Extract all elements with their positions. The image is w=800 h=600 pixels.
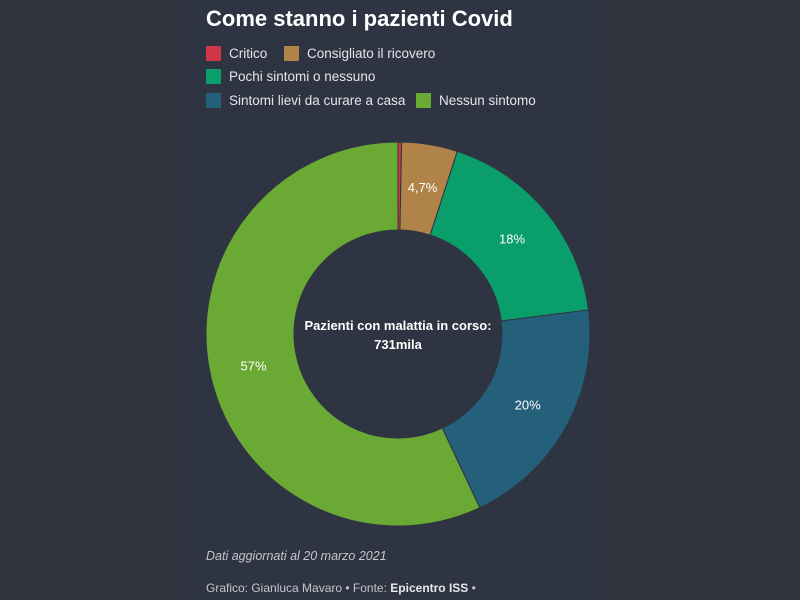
legend-item-nessun-sintomo: Nessun sintomo <box>416 93 536 108</box>
legend-label: Nessun sintomo <box>439 93 536 108</box>
update-note: Dati aggiornati al 20 marzo 2021 <box>206 549 387 563</box>
legend-item-sintomi-lievi: Sintomi lievi da curare a casa <box>206 93 405 108</box>
center-label-line2: 731mila <box>374 337 422 352</box>
center-label-line1: Pazienti con malattia in corso: <box>304 318 491 333</box>
legend-item-critico: Critico <box>206 46 267 61</box>
credit-line: Grafico: Gianluca Mavaro • Fonte: Epicen… <box>206 581 476 595</box>
legend-label: Consigliato il ricovero <box>307 46 436 61</box>
legend-swatch <box>206 69 221 84</box>
legend-swatch <box>416 93 431 108</box>
credit-prefix: Grafico: Gianluca Mavaro • Fonte: <box>206 581 387 595</box>
credit-source: Epicentro ISS <box>390 581 469 595</box>
legend-label: Sintomi lievi da curare a casa <box>229 93 406 108</box>
slice-nessun-sintomo <box>205 141 481 527</box>
slice-value-label: 20% <box>515 397 541 412</box>
chart-title: Come stanno i pazienti Covid <box>206 6 513 31</box>
slice-value-label: 4,7% <box>408 180 438 195</box>
legend-item-pochi-sintomi: Pochi sintomi o nessuno <box>206 69 375 84</box>
legend-label: Pochi sintomi o nessuno <box>229 69 376 84</box>
slice-value-label: 57% <box>241 358 267 373</box>
slice-value-label: 18% <box>499 232 525 247</box>
legend-swatch <box>206 93 221 108</box>
legend-swatch <box>206 46 221 61</box>
credit-suffix: • <box>471 581 476 595</box>
slice-pochi-sintomi <box>429 150 590 322</box>
legend-label: Critico <box>229 46 268 61</box>
legend-item-ricovero: Consigliato il ricovero <box>284 46 435 61</box>
legend-swatch <box>284 46 299 61</box>
slice-sintomi-lievi <box>441 309 591 509</box>
